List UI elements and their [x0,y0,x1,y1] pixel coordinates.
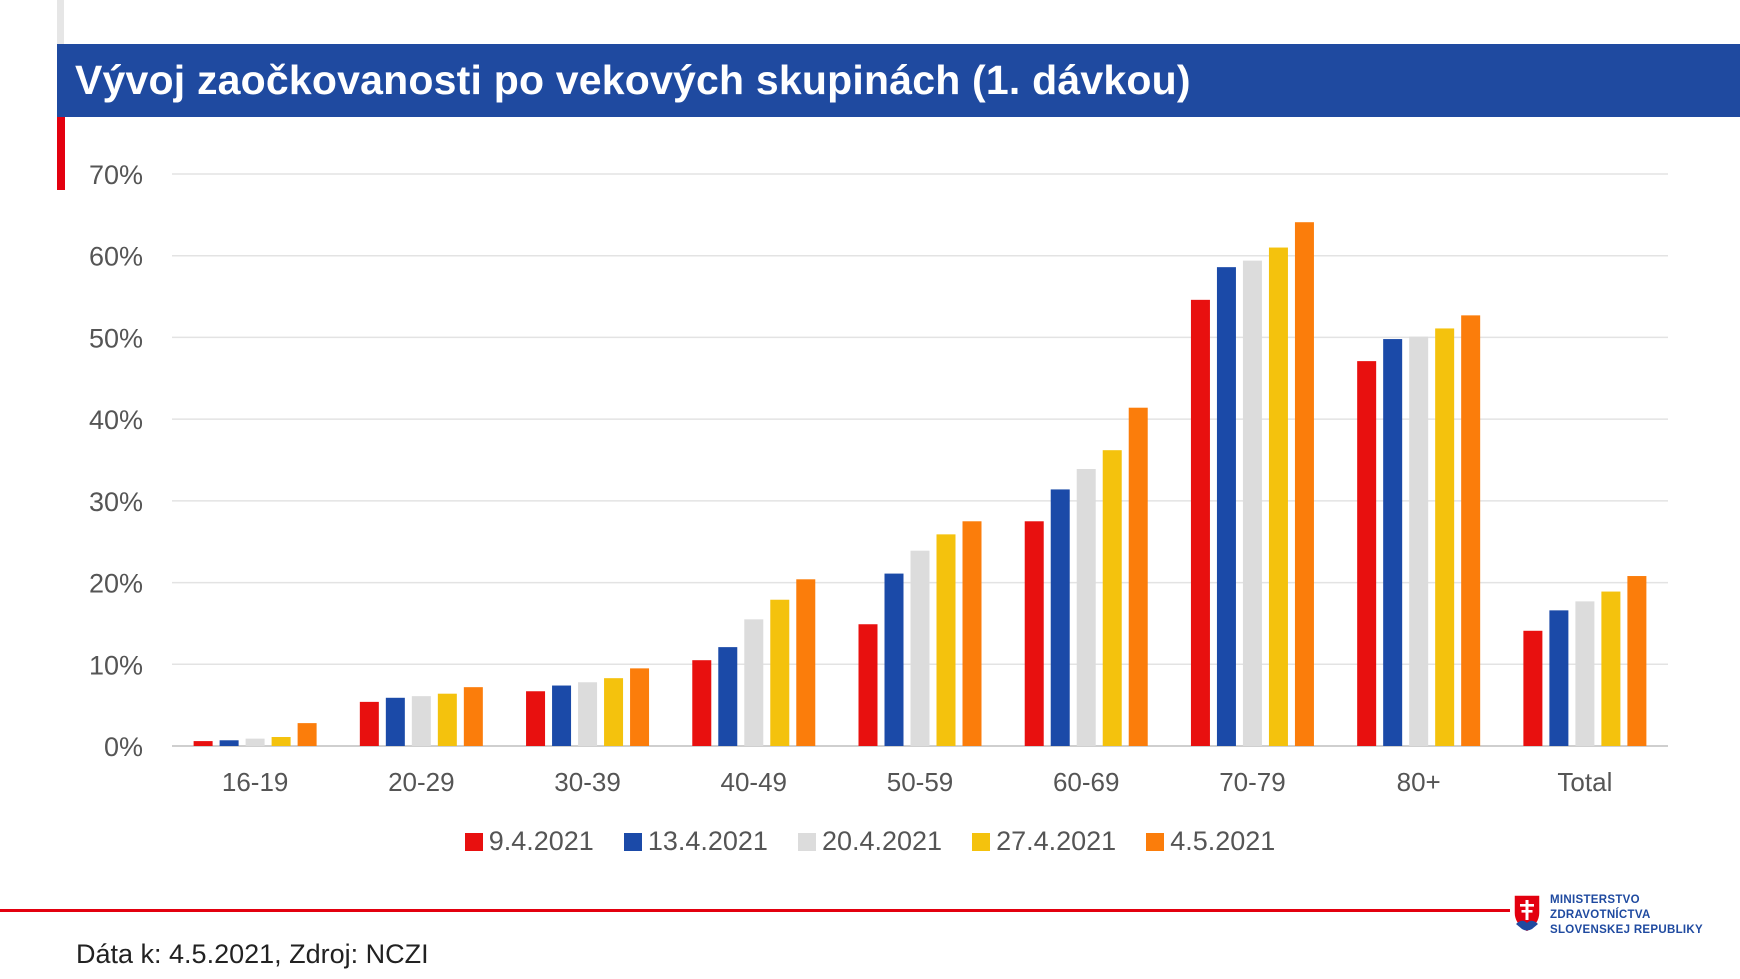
bar [770,599,790,746]
bar [1076,468,1096,746]
logo-text: MINISTERSTVO ZDRAVOTNÍCTVA SLOVENSKEJ RE… [1550,893,1703,938]
bar [1102,450,1122,746]
page-title: Vývoj zaočkovanosti po vekových skupinác… [75,57,1191,103]
x-tick-label: 70-79 [1219,767,1286,797]
x-tick-label: 20-29 [388,767,455,797]
x-tick-label: 16-19 [222,767,289,797]
bar [1575,601,1595,746]
bar [1601,591,1621,746]
top-left-bar [57,0,64,44]
bar [692,660,712,746]
bar [744,619,764,746]
logo-line-2: ZDRAVOTNÍCTVA [1550,909,1651,921]
red-accent-bar [57,117,65,190]
legend-swatch [1146,832,1165,851]
y-tick-label: 60% [89,242,143,272]
logo-line-1: MINISTERSTVO [1550,894,1640,906]
legend-label: 13.4.2021 [647,826,768,856]
bar [910,550,930,746]
bar [1357,361,1377,746]
bar [718,647,738,746]
bar [271,737,291,746]
bar [1268,247,1288,747]
x-tick-label: Total [1557,767,1612,797]
bar [1383,339,1403,746]
bar [385,697,405,746]
bar [437,693,457,746]
bar [796,579,816,746]
x-tick-label: 60-69 [1053,767,1120,797]
bar [1190,299,1210,746]
bar [1461,315,1481,746]
bar [962,521,982,746]
bar [1128,407,1148,746]
bar [1523,630,1543,746]
y-tick-label: 10% [89,650,143,680]
legend-item: 13.4.2021 [623,826,768,857]
legend-item: 27.4.2021 [972,826,1116,857]
bar [552,685,572,746]
bar [526,691,546,746]
x-tick-label: 30-39 [554,767,621,797]
legend-item: 20.4.2021 [797,826,943,857]
bar [1409,336,1429,746]
bar [578,682,598,746]
bar [219,740,239,746]
bar [1549,610,1569,746]
legend-swatch [797,832,816,851]
bar [1294,222,1314,746]
x-tick-label: 80+ [1397,767,1441,797]
y-tick-label: 40% [89,405,143,435]
legend-swatch [623,832,642,851]
bar-chart: 0% 10% 20% 30% 40% 50% 60% 70% 16-19 20-29 30-39 40… [89,160,1668,797]
logo-line-3: SLOVENSKEJ REPUBLIKY [1550,924,1703,936]
footer-divider [0,909,1510,912]
bar [936,534,956,746]
bar [297,723,317,746]
bar [1216,267,1236,746]
bar [884,573,904,746]
legend-item: 9.4.2021 [464,826,594,857]
title-band: Vývoj zaočkovanosti po vekových skupinác… [57,44,1740,117]
bar [858,624,878,746]
bar [1242,260,1262,746]
y-tick-label: 0% [104,732,143,762]
legend-label: 20.4.2021 [821,826,943,856]
legend-label: 27.4.2021 [996,826,1117,856]
ministry-logo: MINISTERSTVO ZDRAVOTNÍCTVA SLOVENSKEJ RE… [1512,893,1703,938]
y-tick-label: 50% [89,323,143,353]
x-tick-label: 40-49 [721,767,788,797]
y-tick-label: 20% [89,569,143,599]
y-tick-label: 70% [89,160,143,190]
bar [359,701,379,746]
legend-swatch [464,832,483,851]
x-tick-label: 50-59 [887,767,954,797]
bar [1435,328,1455,746]
footer-source: Dáta k: 4.5.2021, Zdroj: NCZI [76,939,429,969]
legend-label: 4.5.2021 [1170,826,1276,856]
bar [1627,576,1647,746]
y-tick-label: 30% [89,487,143,517]
bar [604,678,624,746]
bar [630,668,650,746]
bar [1024,521,1044,746]
bar [1050,489,1070,746]
legend-item: 4.5.2021 [1146,826,1275,857]
bar [411,696,431,746]
chart-legend: 9.4.2021 13.4.2021 20.4.2021 27.4.2021 4.5.2… [0,826,1740,857]
bar [245,738,265,746]
bar [193,741,213,746]
legend-label: 9.4.2021 [488,826,594,856]
legend-swatch [972,832,991,851]
slovak-coat-of-arms-icon [1513,894,1541,933]
bar [463,687,483,746]
